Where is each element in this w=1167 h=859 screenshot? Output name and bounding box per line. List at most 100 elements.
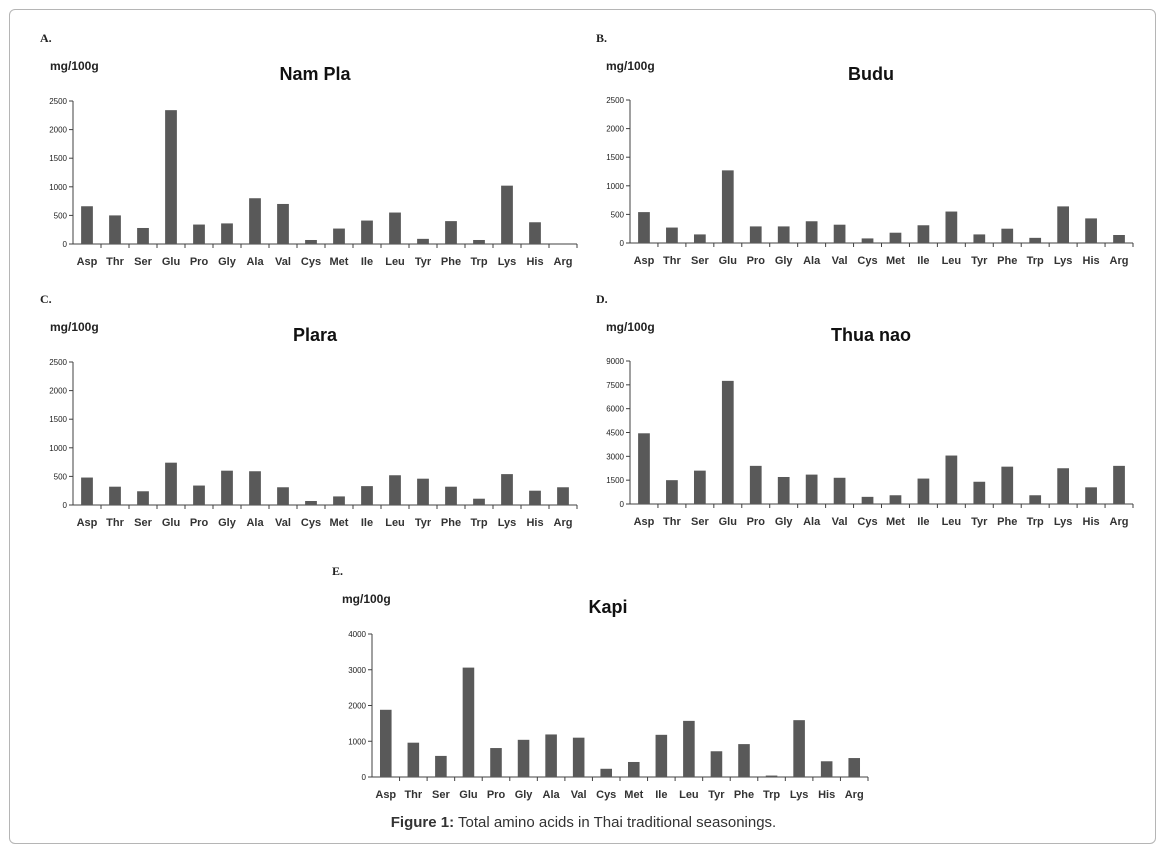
panel-d-bar-phe bbox=[1001, 466, 1014, 504]
panel-b-bar-ile bbox=[917, 225, 930, 243]
panel-c-category-label-glu: Glu bbox=[162, 517, 180, 529]
panel-c-bar-glu bbox=[165, 462, 177, 505]
panel-c-category-label-leu: Leu bbox=[385, 517, 405, 529]
panel-e-bar-ile bbox=[655, 734, 668, 777]
panel-d-bar-ile bbox=[917, 478, 930, 504]
panel-a-title: Nam Pla bbox=[279, 64, 351, 84]
panel-e-category-label-val: Val bbox=[571, 789, 587, 801]
panel-e-category-label-ala: Ala bbox=[543, 789, 561, 801]
panel-b-bar-met bbox=[889, 232, 902, 243]
panel-c-bar-tyr bbox=[417, 478, 429, 505]
panel-b-category-label-ala: Ala bbox=[803, 255, 821, 267]
panel-d-category-label-ala: Ala bbox=[803, 516, 821, 528]
panel-b-category-label-met: Met bbox=[886, 255, 905, 267]
panel-a-category-label-cys: Cys bbox=[301, 256, 321, 268]
panel-d-category-label-ile: Ile bbox=[917, 516, 929, 528]
panel-d-category-label-val: Val bbox=[832, 516, 848, 528]
panel-c-bar-phe bbox=[445, 486, 457, 505]
panel-c-category-label-his: His bbox=[526, 517, 543, 529]
panel-e-category-label-phe: Phe bbox=[734, 789, 754, 801]
panel-a-category-label-his: His bbox=[526, 256, 543, 268]
figure-caption-text: Total amino acids in Thai traditional se… bbox=[454, 814, 777, 831]
panel-e-bar-gly bbox=[517, 739, 530, 777]
panel-d-ytick-label: 3000 bbox=[606, 452, 624, 461]
panel-a-bar-leu bbox=[389, 212, 401, 244]
panel-a-ytick-label: 500 bbox=[54, 211, 68, 220]
panel-c-category-label-ser: Ser bbox=[134, 517, 152, 529]
panel-d-category-label-leu: Leu bbox=[942, 516, 962, 528]
panel-a-bar-gly bbox=[221, 223, 233, 244]
panel-e-category-label-leu: Leu bbox=[679, 789, 699, 801]
panel-a-bar-lys bbox=[501, 185, 513, 244]
panel-b-category-label-leu: Leu bbox=[942, 255, 962, 267]
panel-b-category-label-ile: Ile bbox=[917, 255, 929, 267]
panel-d-ytick-label: 7500 bbox=[606, 381, 624, 390]
panel-e-category-label-tyr: Tyr bbox=[708, 789, 725, 801]
panel-e-bar-his bbox=[820, 761, 833, 777]
panel-a-category-label-ala: Ala bbox=[246, 256, 264, 268]
panel-e-category-label-ile: Ile bbox=[655, 789, 667, 801]
panel-a-bar-tyr bbox=[417, 238, 429, 244]
panel-c-bar-val bbox=[277, 487, 289, 505]
panel-b-category-label-glu: Glu bbox=[719, 255, 737, 267]
panel-a-bar-ser bbox=[137, 227, 149, 244]
panel-a-category-label-leu: Leu bbox=[385, 256, 405, 268]
panel-c-bar-ile bbox=[361, 486, 373, 505]
panel-b-bar-gly bbox=[777, 226, 790, 243]
panel-a-label: A. bbox=[40, 31, 52, 45]
panel-b-bar-glu bbox=[721, 170, 734, 243]
panel-b-ytick-label: 500 bbox=[611, 210, 625, 219]
panel-a-ylabel: mg/100g bbox=[50, 59, 99, 73]
panel-e-ytick-label: 2000 bbox=[348, 702, 366, 711]
panel-d-ytick-label: 9000 bbox=[606, 357, 624, 366]
panel-c-bar-trp bbox=[473, 498, 485, 505]
panel-b-category-label-pro: Pro bbox=[747, 255, 766, 267]
panel-d-bar-thr bbox=[666, 480, 678, 504]
panel-e-bar-asp bbox=[379, 709, 392, 777]
panel-a-category-label-asp: Asp bbox=[77, 256, 98, 268]
panel-e-ytick-label: 1000 bbox=[348, 737, 366, 746]
panel-d-category-label-thr: Thr bbox=[663, 516, 681, 528]
panel-d-bar-met bbox=[889, 495, 902, 504]
panel-b-ytick-label: 1000 bbox=[606, 182, 624, 191]
panel-e-category-label-lys: Lys bbox=[790, 789, 809, 801]
panel-c-bar-his bbox=[529, 490, 541, 505]
figure-frame bbox=[9, 9, 1156, 844]
panel-e-bar-thr bbox=[407, 742, 420, 777]
panel-c-bar-lys bbox=[501, 474, 513, 505]
panel-d-ytick-label: 4500 bbox=[606, 429, 624, 438]
panel-d-bar-his bbox=[1085, 487, 1097, 504]
panel-b-label: B. bbox=[596, 31, 607, 45]
panel-a-bar-ile bbox=[361, 220, 373, 244]
panel-d-category-label-met: Met bbox=[886, 516, 905, 528]
panel-c-category-label-arg: Arg bbox=[554, 517, 573, 529]
panel-d-bar-arg bbox=[1113, 465, 1125, 504]
panel-a-bar-his bbox=[529, 222, 541, 244]
panel-d-category-label-lys: Lys bbox=[1054, 516, 1073, 528]
panel-e-bar-lys bbox=[793, 720, 805, 777]
panel-e-category-label-gly: Gly bbox=[515, 789, 534, 801]
panel-d-category-label-cys: Cys bbox=[857, 516, 877, 528]
panel-d-bar-glu bbox=[721, 380, 734, 504]
panel-c-ytick-label: 2500 bbox=[49, 358, 67, 367]
panel-a-bar-pro bbox=[193, 224, 205, 244]
panel-c-ytick-label: 500 bbox=[54, 472, 68, 481]
figure-caption-label: Figure 1: bbox=[390, 814, 455, 831]
panel-d-title: Thua nao bbox=[831, 325, 911, 345]
panel-a-bar-val bbox=[277, 203, 289, 244]
panel-e-bar-leu bbox=[683, 720, 695, 777]
panel-a-bar-ala bbox=[249, 198, 261, 244]
panel-a-bar-cys bbox=[305, 239, 317, 244]
panel-e-bar-val bbox=[572, 737, 585, 777]
panel-b-category-label-phe: Phe bbox=[997, 255, 1017, 267]
panel-d-bar-ser bbox=[693, 470, 706, 504]
panel-e-category-label-arg: Arg bbox=[845, 789, 864, 801]
panel-b-category-label-trp: Trp bbox=[1027, 255, 1044, 267]
panel-c-category-label-ile: Ile bbox=[361, 517, 373, 529]
panel-b-ytick-label: 2000 bbox=[606, 125, 624, 134]
panel-d-ytick-label: 6000 bbox=[606, 405, 624, 414]
panel-c-bar-arg bbox=[557, 487, 569, 505]
panel-a-category-label-glu: Glu bbox=[162, 256, 180, 268]
panel-c-label: C. bbox=[40, 292, 52, 306]
panel-e-bar-arg bbox=[848, 758, 861, 777]
